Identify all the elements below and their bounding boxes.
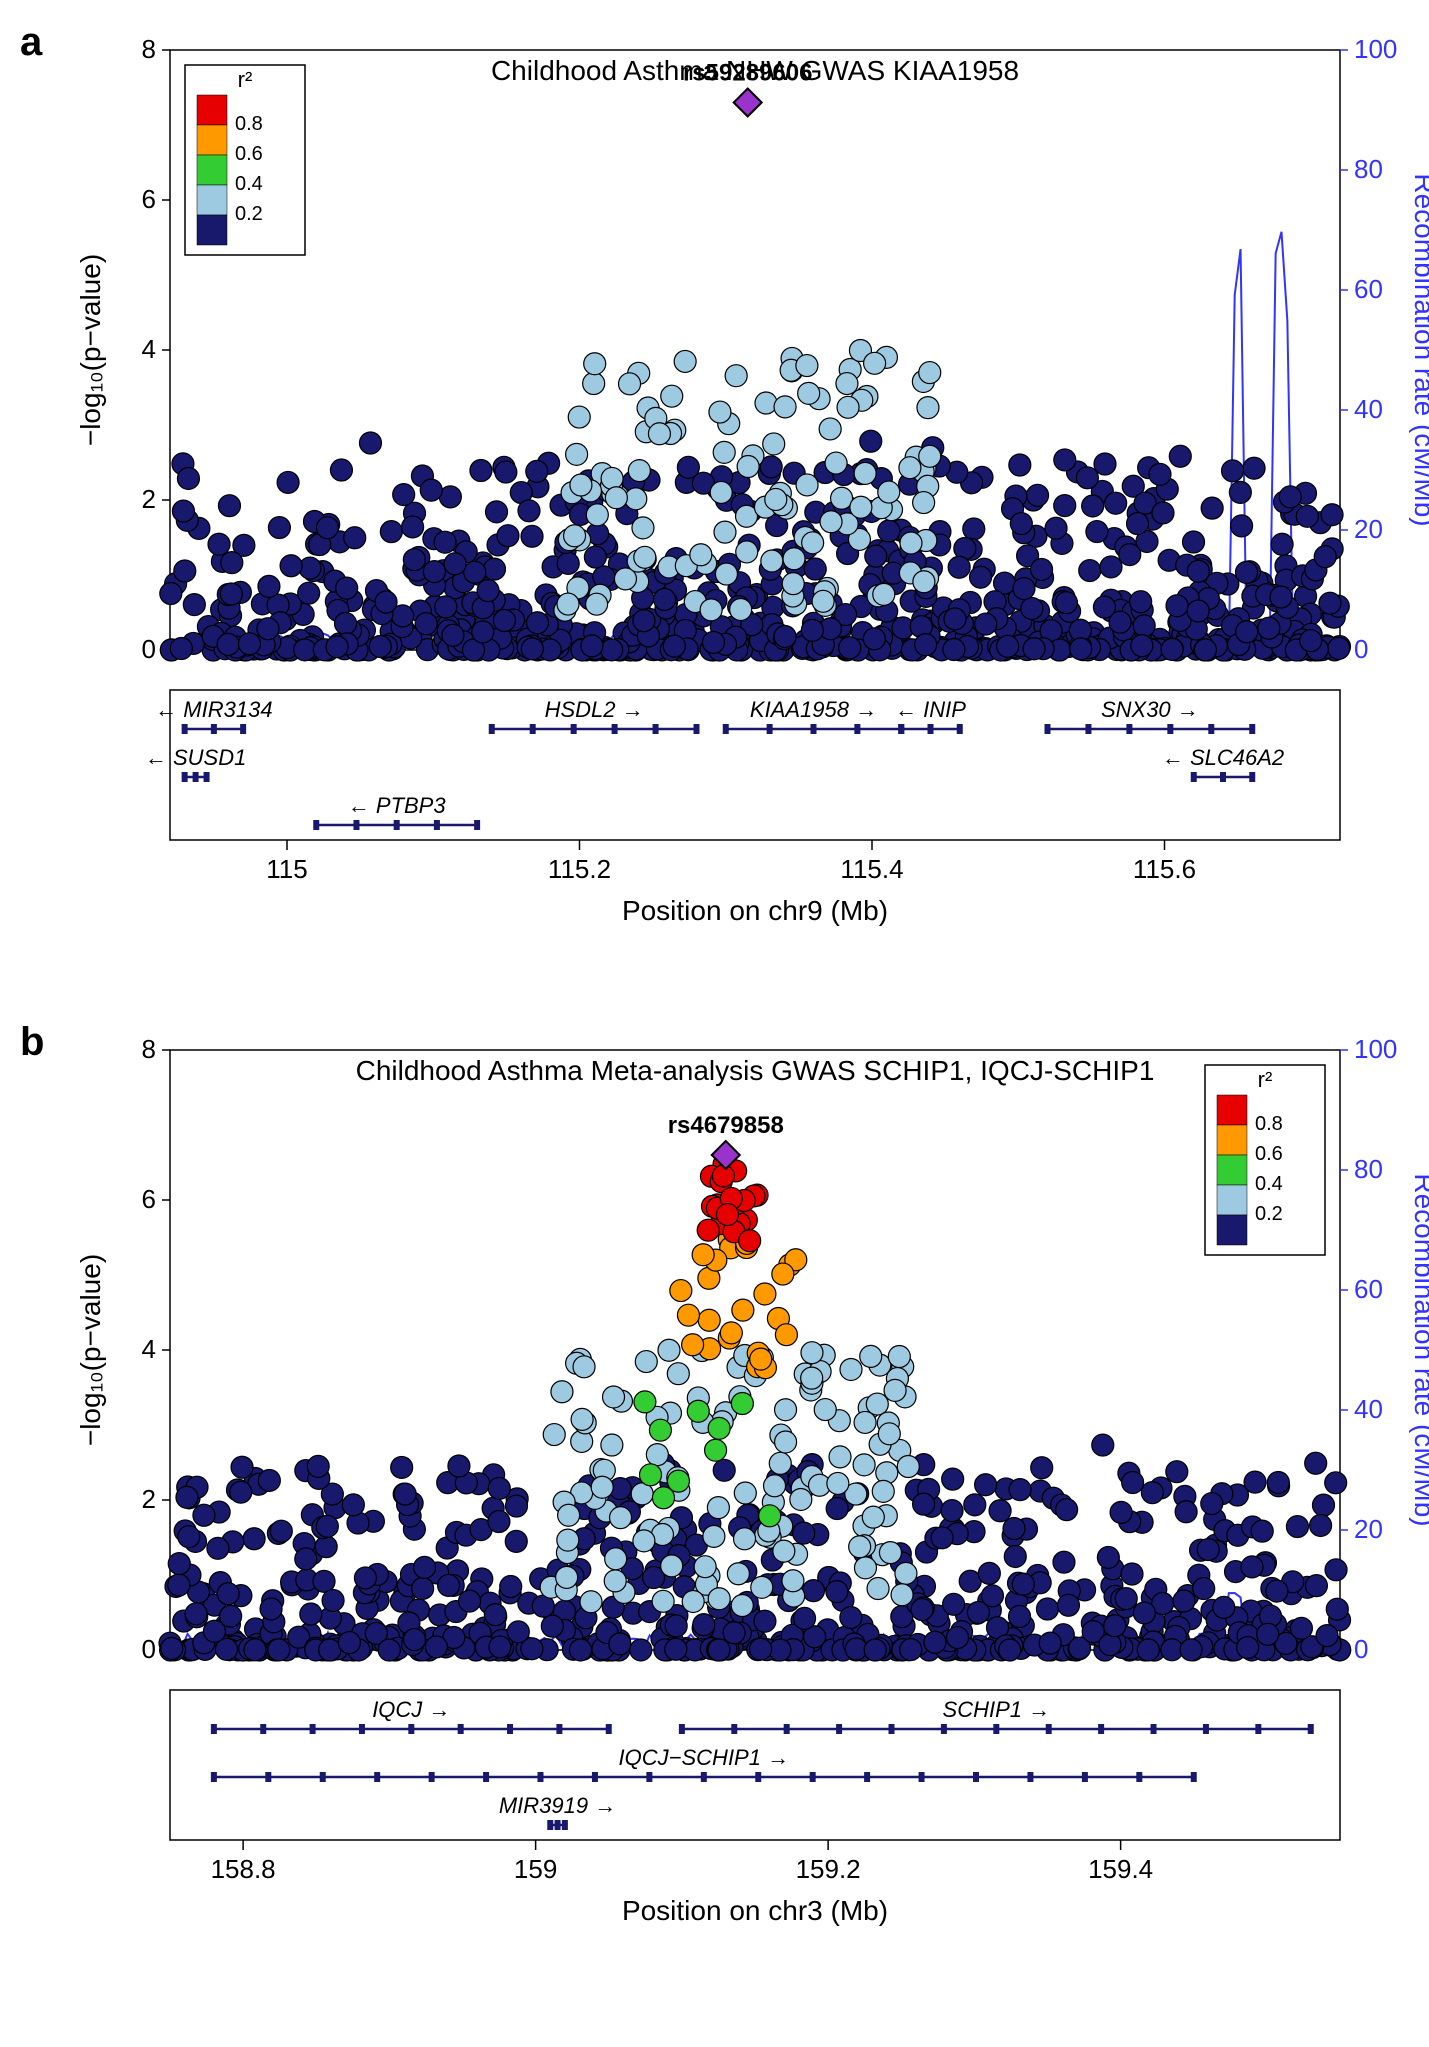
svg-text:0.4: 0.4 xyxy=(1255,1173,1283,1195)
svg-text:← SUSD1: ← SUSD1 xyxy=(145,745,246,770)
svg-text:8: 8 xyxy=(142,1034,156,1064)
svg-text:2: 2 xyxy=(142,484,156,514)
svg-text:← PTBP3: ← PTBP3 xyxy=(348,793,447,818)
svg-text:rs4679858: rs4679858 xyxy=(668,1112,784,1139)
svg-text:r²: r² xyxy=(238,67,253,92)
svg-text:20: 20 xyxy=(1354,514,1383,544)
svg-text:← INIP: ← INIP xyxy=(895,697,966,722)
svg-text:159.2: 159.2 xyxy=(796,1854,861,1884)
svg-text:80: 80 xyxy=(1354,154,1383,184)
svg-text:← MIR3134: ← MIR3134 xyxy=(155,697,272,722)
svg-text:IQCJ →: IQCJ → xyxy=(372,1697,450,1722)
panel-label-b: b xyxy=(20,1020,44,1065)
svg-text:SCHIP1 →: SCHIP1 → xyxy=(943,1697,1051,1722)
svg-text:40: 40 xyxy=(1354,1394,1383,1424)
locuszoom-a: 02468020406080100−log₁₀(p−value)Recombin… xyxy=(60,20,1429,990)
svg-text:KIAA1958 →: KIAA1958 → xyxy=(750,697,877,722)
svg-text:Position on chr9 (Mb): Position on chr9 (Mb) xyxy=(622,895,888,926)
svg-text:−log₁₀(p−value): −log₁₀(p−value) xyxy=(75,1254,106,1446)
svg-text:0.6: 0.6 xyxy=(235,143,263,165)
locuszoom-b: 02468020406080100−log₁₀(p−value)Recombin… xyxy=(60,1020,1429,1990)
svg-text:← SLC46A2: ← SLC46A2 xyxy=(1162,745,1284,770)
svg-text:4: 4 xyxy=(142,334,156,364)
svg-text:Position on chr3 (Mb): Position on chr3 (Mb) xyxy=(622,1895,888,1926)
figure: a 02468020406080100−log₁₀(p−value)Recomb… xyxy=(20,20,1429,1990)
svg-text:0.2: 0.2 xyxy=(1255,1203,1283,1225)
svg-text:115.6: 115.6 xyxy=(1133,854,1196,884)
svg-text:60: 60 xyxy=(1354,274,1383,304)
svg-text:6: 6 xyxy=(142,184,156,214)
svg-text:6: 6 xyxy=(142,1184,156,1214)
svg-text:0.8: 0.8 xyxy=(235,113,263,135)
panel-label-a: a xyxy=(20,20,42,65)
svg-text:Childhood Asthma Meta-analysis: Childhood Asthma Meta-analysis GWAS SCHI… xyxy=(356,1055,1155,1086)
svg-text:60: 60 xyxy=(1354,1274,1383,1304)
svg-text:0: 0 xyxy=(1354,1634,1368,1664)
svg-text:115: 115 xyxy=(266,854,307,884)
svg-text:SNX30 →: SNX30 → xyxy=(1101,697,1199,722)
svg-text:−log₁₀(p−value): −log₁₀(p−value) xyxy=(75,254,106,446)
svg-text:100: 100 xyxy=(1354,1034,1397,1064)
svg-text:MIR3919 →: MIR3919 → xyxy=(499,1793,616,1818)
svg-text:Recombination rate (cM/Mb): Recombination rate (cM/Mb) xyxy=(1409,173,1429,526)
svg-text:0: 0 xyxy=(142,634,156,664)
svg-text:40: 40 xyxy=(1354,394,1383,424)
svg-text:0.8: 0.8 xyxy=(1255,1113,1283,1135)
svg-text:0: 0 xyxy=(1354,634,1368,664)
svg-text:159.4: 159.4 xyxy=(1088,1854,1153,1884)
svg-text:rs59289606: rs59289606 xyxy=(683,60,812,87)
svg-text:20: 20 xyxy=(1354,1514,1383,1544)
svg-text:0: 0 xyxy=(142,1634,156,1664)
svg-text:0.2: 0.2 xyxy=(235,203,263,225)
svg-text:80: 80 xyxy=(1354,1154,1383,1184)
svg-text:0.6: 0.6 xyxy=(1255,1143,1283,1165)
svg-text:100: 100 xyxy=(1354,34,1397,64)
svg-text:r²: r² xyxy=(1258,1067,1273,1092)
svg-text:158.8: 158.8 xyxy=(211,1854,276,1884)
svg-text:4: 4 xyxy=(142,1334,156,1364)
svg-text:IQCJ−SCHIP1 →: IQCJ−SCHIP1 → xyxy=(619,1745,790,1770)
svg-text:2: 2 xyxy=(142,1484,156,1514)
svg-text:115.4: 115.4 xyxy=(840,854,903,884)
svg-text:8: 8 xyxy=(142,34,156,64)
svg-text:HSDL2 →: HSDL2 → xyxy=(545,697,644,722)
svg-text:Recombination rate (cM/Mb): Recombination rate (cM/Mb) xyxy=(1409,1173,1429,1526)
svg-text:0.4: 0.4 xyxy=(235,173,263,195)
svg-text:115.2: 115.2 xyxy=(548,854,611,884)
svg-text:159: 159 xyxy=(514,1854,557,1884)
